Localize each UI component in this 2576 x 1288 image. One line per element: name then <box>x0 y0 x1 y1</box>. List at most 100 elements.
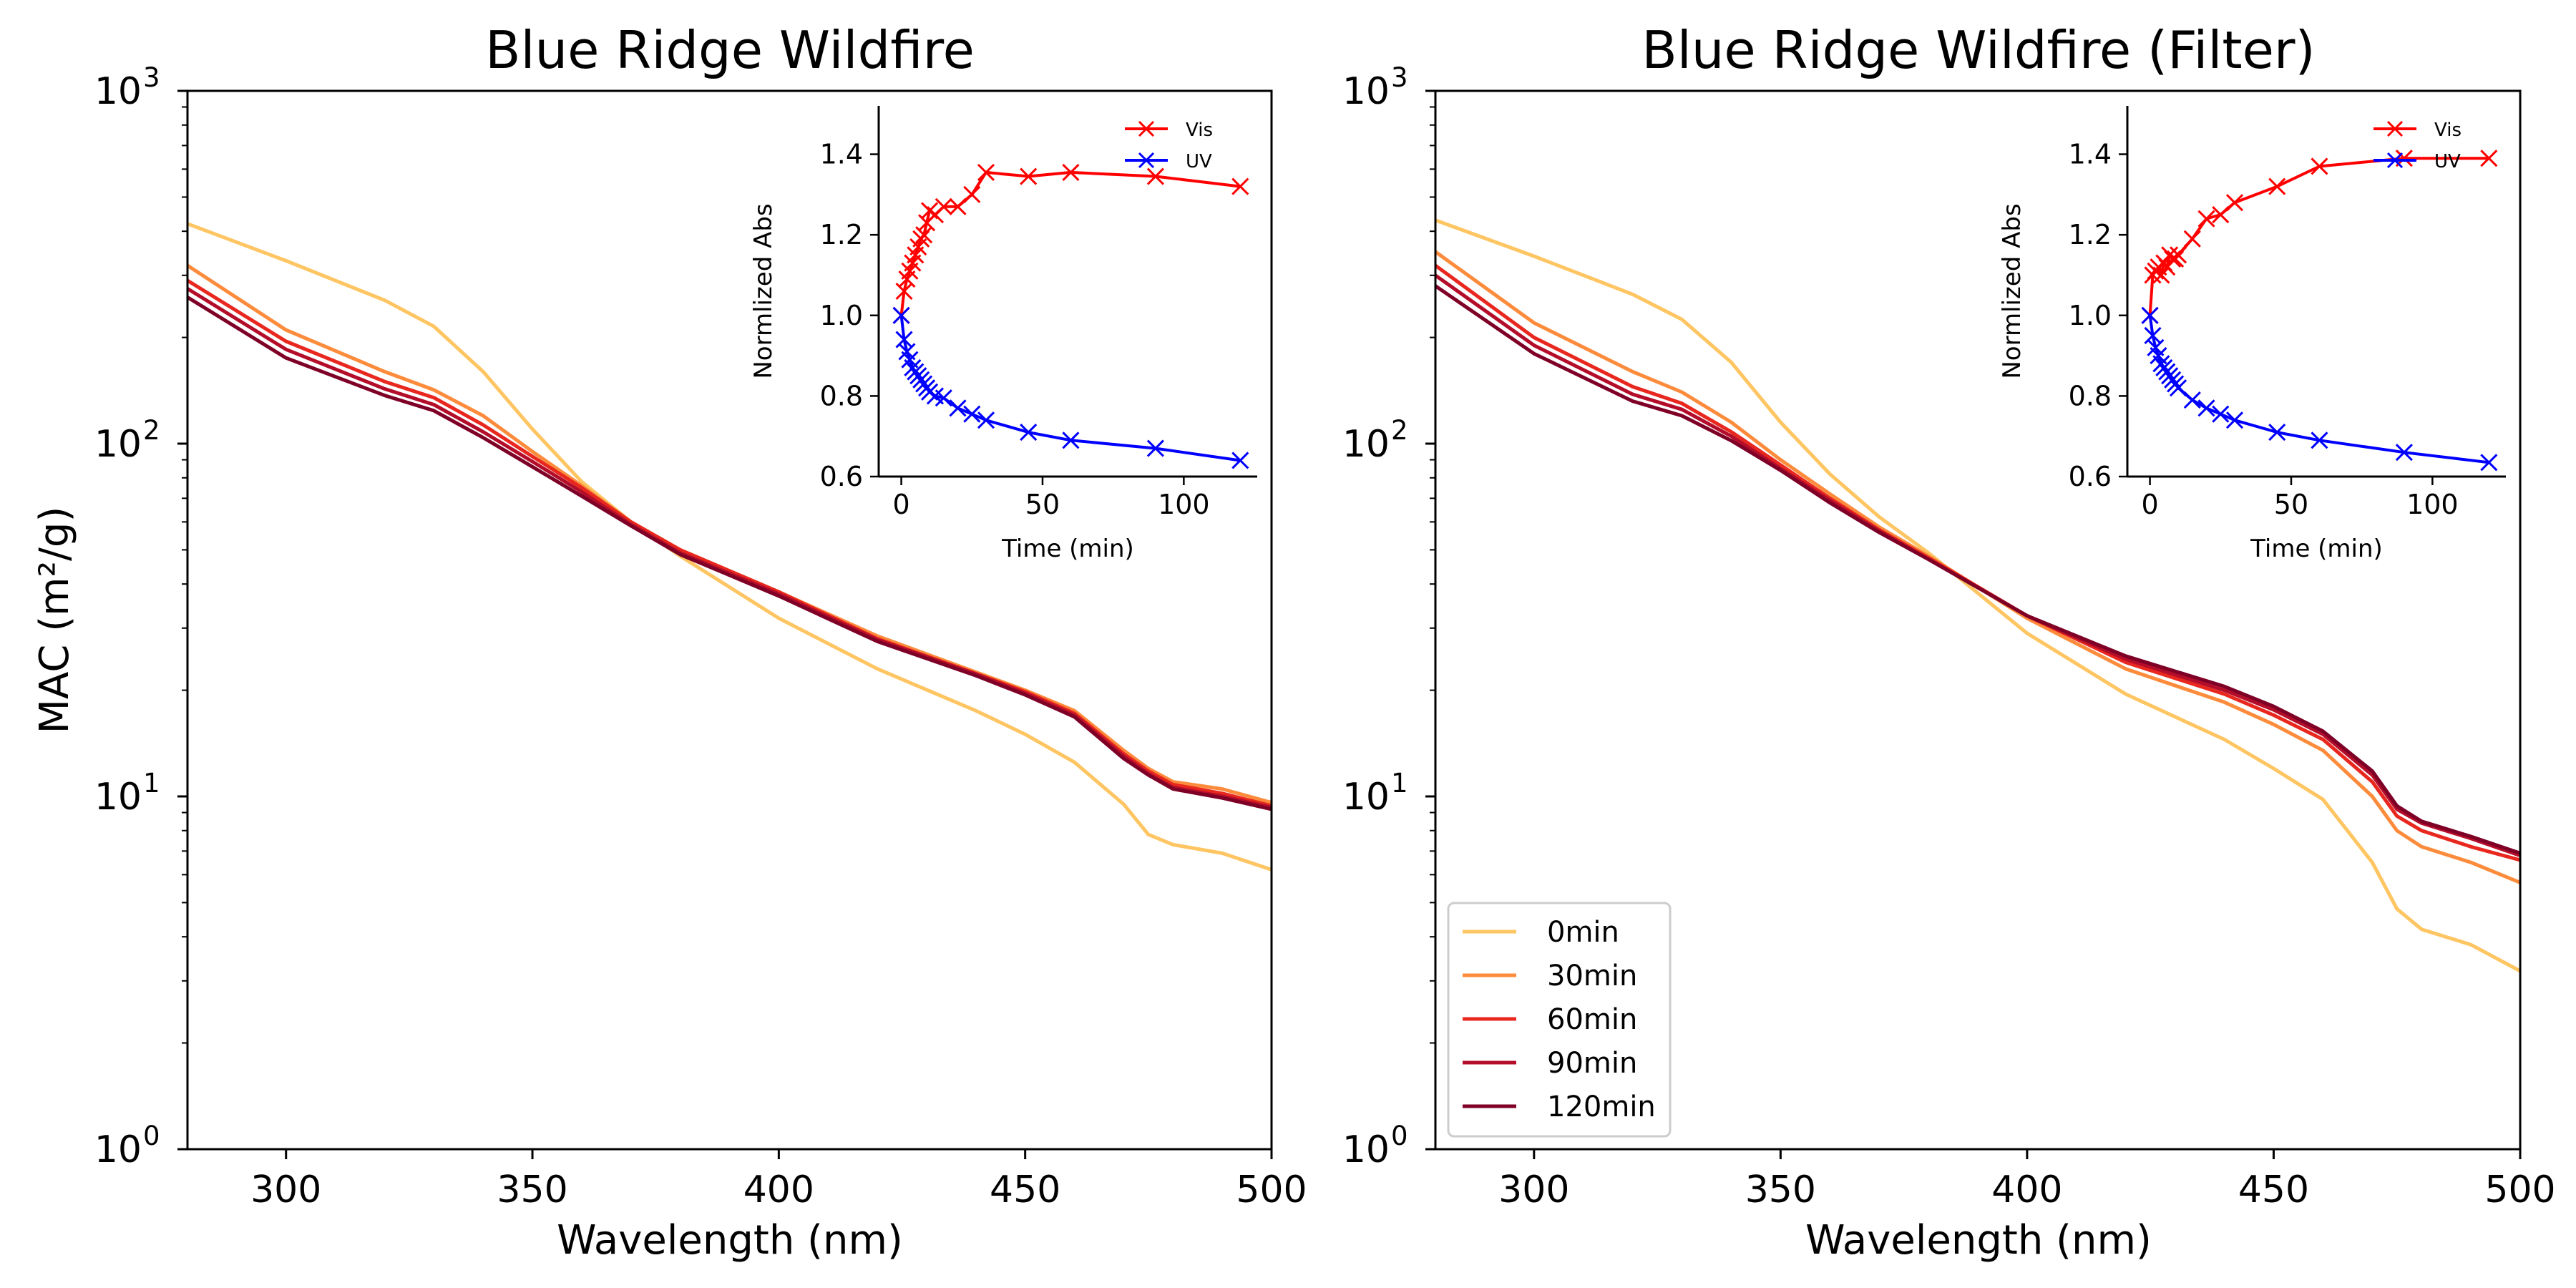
y-tick-label: 10 <box>1342 1128 1390 1171</box>
y-tick-exponent: 1 <box>1391 768 1408 799</box>
inset-legend-label: Vis <box>1186 119 1213 141</box>
y-tick-label: 10 <box>1342 423 1390 466</box>
inset-marker-UV <box>892 306 910 324</box>
x-tick-label: 300 <box>250 1169 321 1211</box>
inset-marker-UV <box>935 389 952 407</box>
inset-y-tick-label: 0.6 <box>820 461 863 492</box>
legend-label: 120min <box>1547 1091 1656 1123</box>
inset-marker-UV <box>2311 431 2328 449</box>
y-tick-label: 10 <box>1342 70 1390 113</box>
inset-background <box>2049 99 2513 577</box>
inset-marker-UV <box>1231 452 1249 469</box>
inset-x-tick-label: 0 <box>892 489 909 520</box>
inset-marker-Vis <box>2212 205 2230 224</box>
x-tick-label: 450 <box>990 1169 1060 1211</box>
y-tick-label: 10 <box>94 423 142 466</box>
inset-y-axis-label: Normlized Abs <box>1998 203 2026 379</box>
x-tick-label: 400 <box>743 1169 814 1211</box>
inset-legend-label: UV <box>2434 151 2461 172</box>
inset-y-tick-label: 1.4 <box>820 139 863 170</box>
inset-marker-Vis <box>2480 150 2498 167</box>
inset-legend-label: UV <box>1186 151 1212 172</box>
series-line-60min <box>186 278 1272 808</box>
y-tick-exponent: 0 <box>143 1121 160 1151</box>
inset-x-tick-label: 100 <box>1158 489 1210 520</box>
inset-marker-UV <box>963 405 981 423</box>
inset-marker-Vis <box>977 163 995 181</box>
inset-marker-UV <box>1020 424 1038 441</box>
inset-marker-Vis <box>2225 194 2244 212</box>
series-line-0min <box>1435 218 2522 973</box>
inset-marker-Vis <box>935 197 952 215</box>
series-line-120min <box>186 296 1272 811</box>
y-tick-label: 10 <box>94 776 142 819</box>
y-tick-label: 10 <box>1342 776 1390 819</box>
inset-x-axis-label: Time (min) <box>2250 535 2383 563</box>
inset-marker-Vis <box>2197 210 2215 228</box>
inset-marker-Vis <box>1020 167 1038 185</box>
legend-label: 30min <box>1547 960 1637 992</box>
y-tick-exponent: 1 <box>143 768 160 799</box>
chart-title: Blue Ridge Wildfire (Filter) <box>1641 20 2315 80</box>
inset-chart: 0 50 100 0.6 0.8 1.0 1.2 1.4 Time (min) Normlized… <box>1998 99 2513 577</box>
x-tick-label: 500 <box>1236 1169 1307 1211</box>
inset-y-tick-label: 1.4 <box>2069 139 2112 170</box>
inset-marker-UV <box>2225 411 2244 429</box>
series-line-30min <box>1434 250 2521 884</box>
inset-marker-UV <box>977 411 995 429</box>
x-axis-label: Wavelength (nm) <box>1805 1217 2152 1264</box>
y-axis-label: MAC (m²/g) <box>31 507 78 734</box>
inset-legend-marker <box>2386 152 2404 169</box>
inset-marker-UV <box>1062 431 1080 449</box>
inset-y-tick-label: 1.2 <box>820 219 863 250</box>
inset-marker-UV <box>2169 379 2187 397</box>
x-tick-label: 500 <box>2484 1169 2555 1211</box>
inset-marker-UV <box>2268 424 2286 441</box>
legend-label: 60min <box>1547 1003 1637 1036</box>
inset-y-tick-label: 0.8 <box>820 380 863 411</box>
x-tick-label: 350 <box>1745 1169 1816 1211</box>
y-tick-exponent: 3 <box>143 62 160 93</box>
inset-marker-Vis <box>949 197 967 215</box>
inset-marker-UV <box>2395 444 2413 462</box>
x-tick-label: 300 <box>1498 1169 1569 1211</box>
x-tick-label: 450 <box>2238 1169 2309 1211</box>
inset-y-axis-label: Normlized Abs <box>749 203 778 379</box>
x-axis-label: Wavelength (nm) <box>557 1217 903 1264</box>
inset-marker-Vis <box>1231 177 1249 195</box>
inset-marker-Vis <box>963 185 981 203</box>
inset-x-axis-label: Time (min) <box>1001 535 1134 563</box>
y-tick-exponent: 2 <box>1391 415 1408 446</box>
inset-y-tick-label: 0.6 <box>2069 461 2112 492</box>
chart-title: Blue Ridge Wildfire <box>485 20 975 80</box>
x-tick-label: 350 <box>497 1169 567 1211</box>
inset-y-tick-label: 1.0 <box>820 300 863 331</box>
inset-x-tick-label: 50 <box>1025 489 1060 520</box>
y-tick-exponent: 3 <box>1391 62 1408 93</box>
inset-y-tick-label: 1.0 <box>2069 300 2112 331</box>
inset-marker-Vis <box>2169 246 2187 264</box>
inset-marker-UV <box>949 399 967 417</box>
inset-x-tick-label: 100 <box>2406 489 2459 520</box>
inset-x-tick-label: 50 <box>2274 489 2308 520</box>
inset-y-tick-label: 0.8 <box>2069 380 2112 411</box>
inset-y-tick-label: 1.2 <box>2069 219 2112 250</box>
legend: 0min 30min 60min 90min 120min <box>1447 902 1672 1138</box>
y-tick-exponent: 2 <box>143 415 160 446</box>
legend-label: 0min <box>1547 916 1619 949</box>
plot-frame <box>1434 89 2522 1151</box>
y-tick-label: 10 <box>94 1128 142 1171</box>
inset-marker-UV <box>2183 391 2201 409</box>
inset-marker-Vis <box>2183 230 2201 248</box>
y-tick-label: 10 <box>94 70 142 113</box>
inset-marker-UV <box>2141 306 2159 324</box>
chart-panel-left: Blue Ridge Wildfire Wavelength (nm) 300 3… <box>31 20 1307 1264</box>
inset-chart: 0 50 100 0.6 0.8 1.0 1.2 1.4 Time (min) Normlized… <box>749 99 1264 577</box>
inset-legend-marker <box>1138 152 1155 169</box>
inset-marker-UV <box>2480 454 2498 472</box>
legend-box <box>1447 902 1672 1138</box>
inset-marker-UV <box>2197 399 2215 417</box>
inset-marker-UV <box>1146 439 1164 457</box>
series-line-120min <box>1434 284 2521 855</box>
